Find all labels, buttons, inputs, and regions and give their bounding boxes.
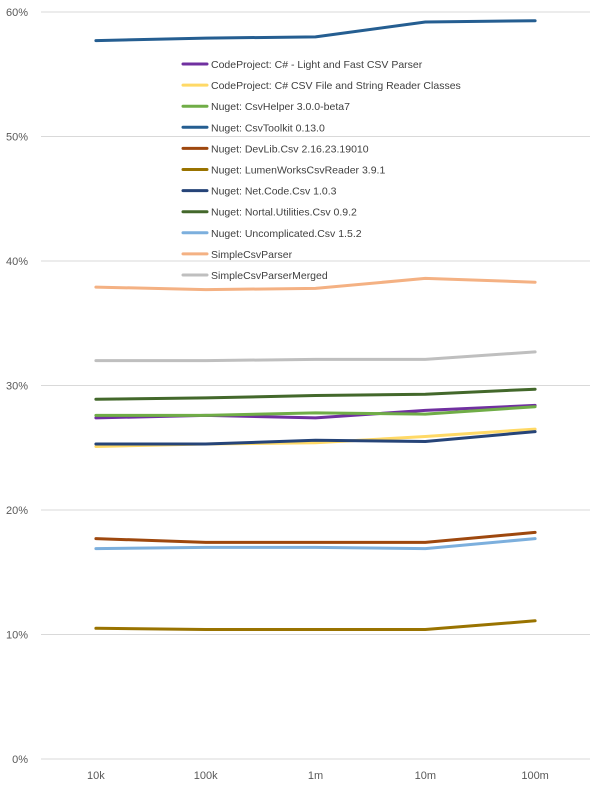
y-tick-label: 40% bbox=[6, 256, 28, 268]
y-axis-tick-labels: 0% 10% 20% 30% 40% 50% 60% bbox=[6, 7, 28, 766]
legend-entry: Nuget: CsvHelper 3.0.0-beta7 bbox=[181, 101, 350, 113]
legend-entry: Nuget: Uncomplicated.Csv 1.5.2 bbox=[181, 228, 362, 240]
legend-entry: SimpleCsvParserMerged bbox=[181, 270, 328, 282]
legend-entry: CodeProject: C# CSV File and String Read… bbox=[181, 80, 461, 92]
series-line-4 bbox=[94, 530, 537, 544]
x-axis-tick-labels: 10k 100k 1m 10m 100m bbox=[87, 770, 549, 782]
x-tick-label: 1m bbox=[308, 770, 323, 782]
series-line-7 bbox=[94, 387, 537, 401]
legend-label: Nuget: DevLib.Csv 2.16.23.19010 bbox=[211, 143, 369, 155]
legend-label: Nuget: Net.Code.Csv 1.0.3 bbox=[211, 186, 337, 198]
x-tick-label: 100m bbox=[521, 770, 549, 782]
legend-entry: Nuget: LumenWorksCsvReader 3.9.1 bbox=[181, 165, 385, 177]
legend-label: Nuget: Uncomplicated.Csv 1.5.2 bbox=[211, 228, 362, 240]
y-tick-label: 50% bbox=[6, 132, 28, 144]
legend-entry: Nuget: Net.Code.Csv 1.0.3 bbox=[181, 186, 337, 198]
legend-label: Nuget: Nortal.Utilities.Csv 0.9.2 bbox=[211, 207, 357, 219]
series-line-8 bbox=[94, 537, 537, 551]
y-tick-label: 10% bbox=[6, 630, 28, 642]
legend-entry: Nuget: Nortal.Utilities.Csv 0.9.2 bbox=[181, 207, 357, 219]
legend-label: Nuget: CsvHelper 3.0.0-beta7 bbox=[211, 101, 350, 113]
y-tick-label: 30% bbox=[6, 381, 28, 393]
y-tick-label: 0% bbox=[12, 754, 28, 766]
series-line-2 bbox=[94, 405, 537, 417]
legend-entry: Nuget: DevLib.Csv 2.16.23.19010 bbox=[181, 143, 369, 155]
legend-entry: CodeProject: C# - Light and Fast CSV Par… bbox=[181, 59, 423, 71]
gridlines bbox=[41, 11, 590, 760]
legend-entry: SimpleCsvParser bbox=[181, 249, 293, 261]
legend-label: SimpleCsvParserMerged bbox=[211, 270, 328, 282]
legend-label: Nuget: LumenWorksCsvReader 3.9.1 bbox=[211, 165, 385, 177]
legend-label: CodeProject: C# CSV File and String Read… bbox=[211, 80, 461, 92]
x-tick-label: 100k bbox=[194, 770, 218, 782]
legend-label: SimpleCsvParser bbox=[211, 249, 293, 261]
series-lines bbox=[94, 19, 537, 631]
series-line-5 bbox=[94, 619, 537, 631]
y-tick-label: 60% bbox=[6, 7, 28, 19]
series-line-10 bbox=[94, 350, 537, 363]
y-tick-label: 20% bbox=[6, 505, 28, 517]
legend: CodeProject: C# - Light and Fast CSV Par… bbox=[181, 59, 461, 282]
legend-label: Nuget: CsvToolkit 0.13.0 bbox=[211, 122, 325, 134]
x-tick-label: 10k bbox=[87, 770, 105, 782]
series-line-6 bbox=[94, 430, 537, 446]
legend-entry: Nuget: CsvToolkit 0.13.0 bbox=[181, 122, 325, 134]
x-tick-label: 10m bbox=[415, 770, 436, 782]
series-line-3 bbox=[94, 19, 537, 43]
series-line-9 bbox=[94, 276, 537, 292]
legend-label: CodeProject: C# - Light and Fast CSV Par… bbox=[211, 59, 423, 71]
